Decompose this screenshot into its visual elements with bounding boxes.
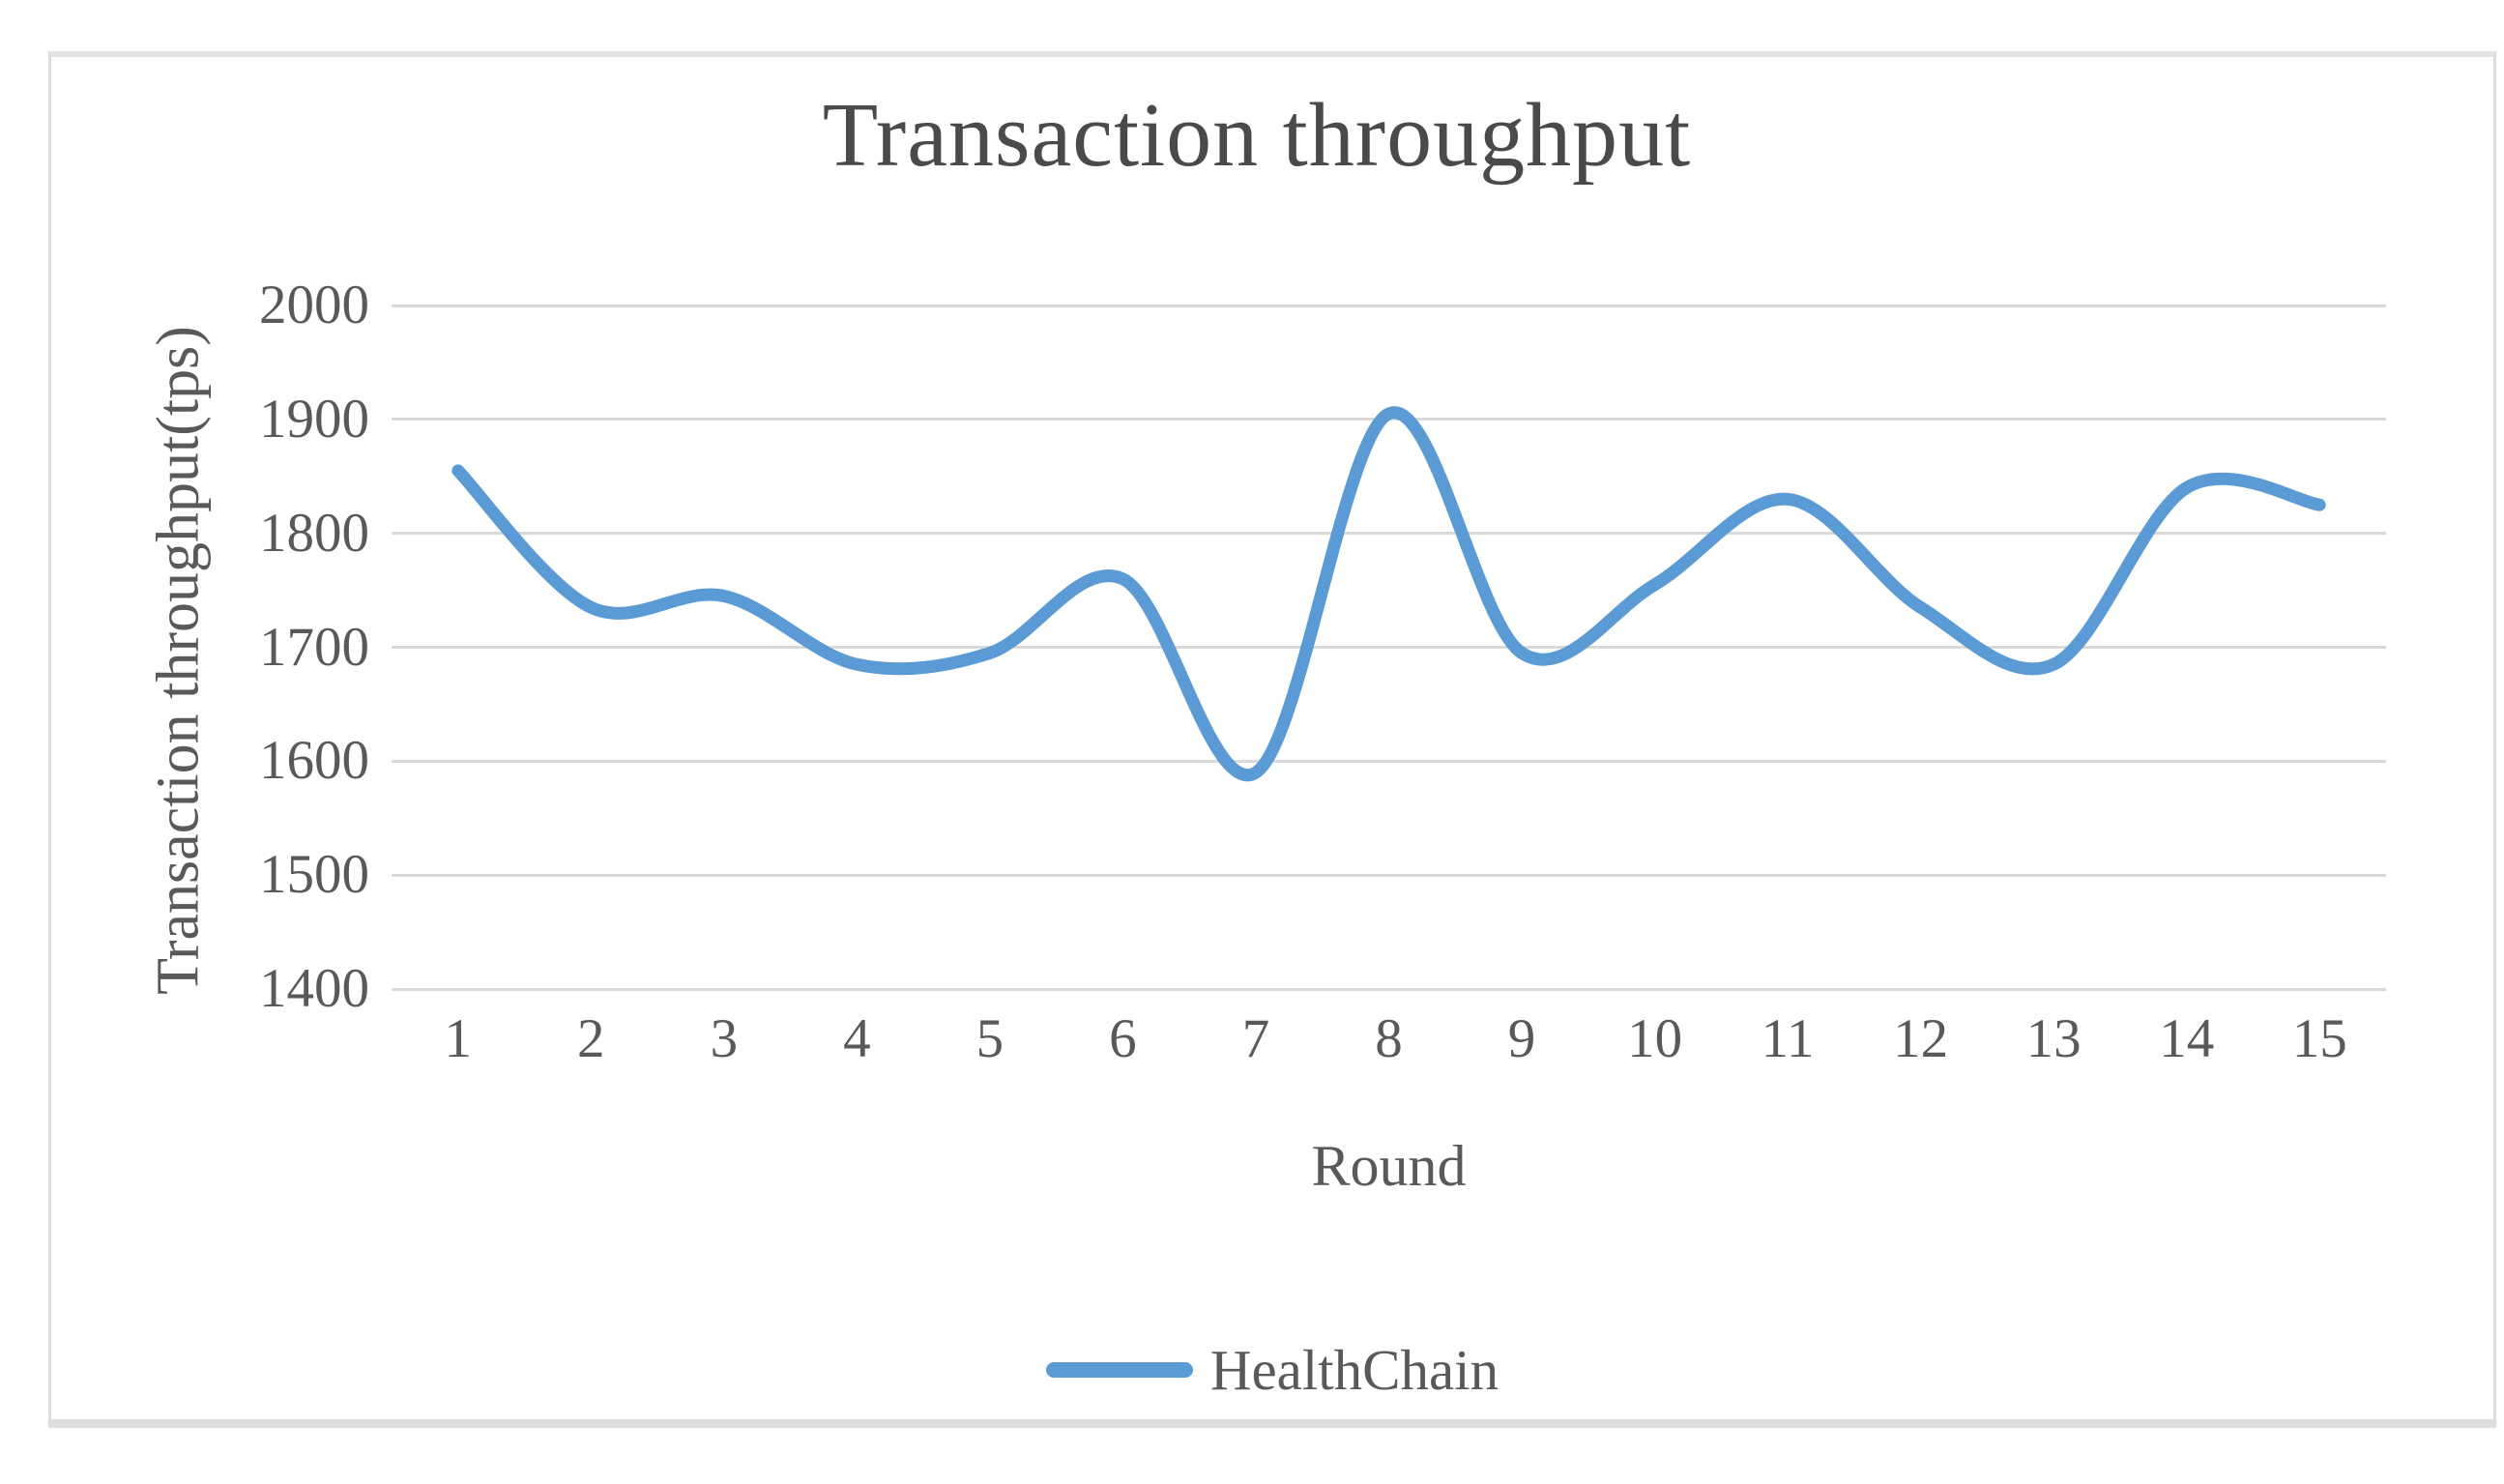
legend: HealthChain: [48, 1326, 2496, 1413]
y-tick-label-1700: 1700: [259, 616, 369, 678]
legend-line-swatch: [1045, 1362, 1193, 1378]
x-tick-label-6: 6: [1109, 1008, 1137, 1069]
x-axis-title: Round: [1311, 1134, 1467, 1198]
gridline-1800: [392, 532, 2386, 536]
gridline-1900: [392, 418, 2386, 422]
y-tick-label-1600: 1600: [259, 730, 369, 792]
legend-label: HealthChain: [1209, 1337, 1499, 1402]
gridline-1500: [392, 873, 2386, 877]
gridline-1600: [392, 759, 2386, 763]
x-tick-label-7: 7: [1241, 1008, 1270, 1069]
x-tick-label-11: 11: [1761, 1008, 1815, 1069]
y-tick-label-1400: 1400: [259, 958, 369, 1019]
gridline-1700: [392, 646, 2386, 649]
x-tick-label-12: 12: [1893, 1008, 1949, 1069]
y-tick-label-1900: 1900: [259, 388, 369, 450]
x-tick-label-8: 8: [1375, 1008, 1403, 1069]
y-tick-label-2000: 2000: [259, 275, 369, 335]
x-tick-label-13: 13: [2025, 1008, 2082, 1069]
y-tick-label-1800: 1800: [259, 502, 369, 564]
x-tick-label-4: 4: [843, 1008, 871, 1069]
chart-title: Transaction throughput: [822, 85, 1692, 186]
x-tick-label-9: 9: [1507, 1008, 1536, 1069]
chart-frame: [48, 51, 2496, 1428]
x-tick-label-1: 1: [444, 1008, 473, 1069]
x-tick-label-2: 2: [577, 1008, 605, 1069]
x-tick-label-15: 15: [2291, 1008, 2347, 1069]
x-tick-label-10: 10: [1627, 1008, 1683, 1069]
x-tick-label-3: 3: [710, 1008, 739, 1069]
gridline-1400: [392, 987, 2386, 991]
x-tick-label-5: 5: [975, 1008, 1005, 1069]
y-tick-label-1500: 1500: [259, 844, 369, 906]
x-tick-label-14: 14: [2159, 1008, 2215, 1069]
gridline-2000: [392, 304, 2386, 307]
